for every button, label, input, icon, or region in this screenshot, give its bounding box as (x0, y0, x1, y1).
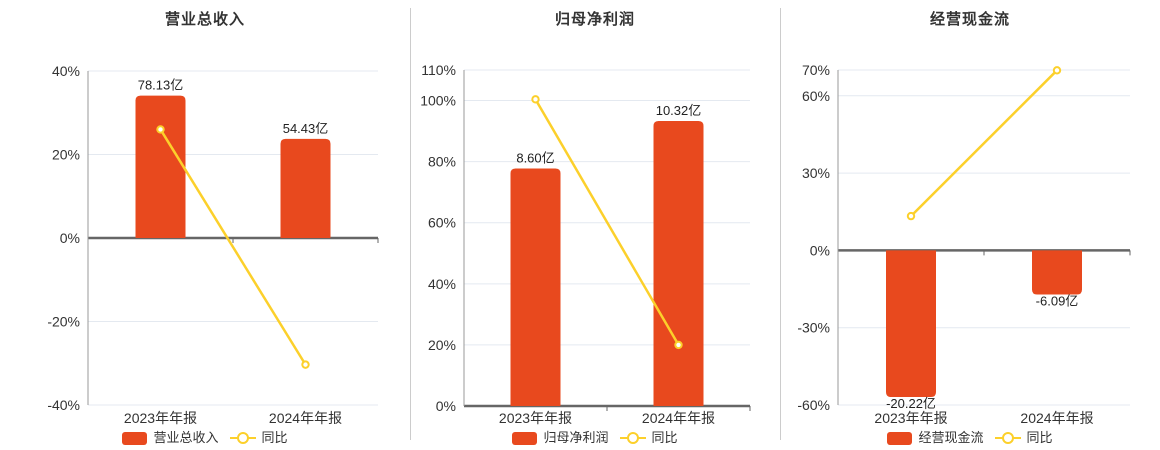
yoy-trend-point (156, 125, 165, 134)
yoy-trend-point (674, 340, 683, 350)
legend-item-line-series[interactable]: 同比 (994, 430, 1053, 446)
legend-label-line-series: 同比 (1026, 430, 1053, 445)
legend-label-line-series: 同比 (651, 430, 678, 445)
chart-title-net-profit: 归母净利润 (554, 11, 635, 28)
y-tick-label: 20% (428, 337, 456, 353)
y-tick-label: 40% (52, 63, 80, 79)
legend-label-bar-series: 归母净利润 (543, 430, 609, 445)
bar-value-label: 54.43亿 (283, 121, 329, 136)
operating-cash-flow-chart: 70% 60% 30% 0% -30% -60% -20.22亿 -6.09亿 2023年年报 2… (797, 62, 1131, 426)
legend-net-profit: 归母净利润 同比 (410, 430, 780, 446)
y-tick-label: 0% (60, 230, 80, 246)
legend-label-bar-series: 营业总收入 (153, 430, 219, 445)
total-revenue-chart: 40% 20% 0% -20% -40% 78.13亿 54.43亿 2023年年报 2024年… (47, 63, 379, 426)
yoy-trend-point (531, 95, 540, 104)
y-tick-label: -40% (47, 397, 80, 413)
bar-value-label: 8.60亿 (516, 151, 554, 166)
panel-total-revenue: 营业总收入 40% 20% 0% -20% -40% 78.13亿 54.43亿 2023年年… (0, 0, 410, 450)
line-marker-icon (1001, 432, 1014, 444)
y-tick-label: 100% (420, 93, 456, 109)
yoy-trend-line (159, 128, 307, 366)
yoy-trend-line (534, 98, 680, 346)
line-series-icon (229, 432, 256, 444)
line-marker-icon (236, 432, 249, 444)
x-axis-label: 2023年年报 (874, 410, 947, 426)
legend-item-line-series[interactable]: 同比 (619, 430, 678, 446)
legend-total-revenue: 营业总收入 同比 (0, 430, 410, 446)
y-tick-label: 70% (802, 62, 830, 78)
yoy-trend-point (1052, 66, 1062, 75)
legend-label-bar-series: 经营现金流 (918, 430, 984, 445)
x-axis-label: 2024年年报 (269, 410, 342, 426)
yoy-trend-point (906, 211, 916, 221)
y-tick-label: 0% (436, 398, 456, 414)
chart-title-operating-cash-flow: 经营现金流 (929, 11, 1010, 28)
legend-item-bar-series[interactable]: 经营现金流 (887, 430, 984, 446)
y-tick-label: -60% (797, 397, 830, 413)
bar-2023年年报 (135, 95, 186, 238)
panel-net-profit: 归母净利润 110% 100% 80% 60% 40% 20% 0% 8.60亿 10.32亿 2… (410, 0, 780, 450)
y-tick-label: 60% (428, 215, 456, 231)
legend-item-bar-series[interactable]: 营业总收入 (122, 430, 219, 446)
legend-item-bar-series[interactable]: 归母净利润 (512, 430, 609, 446)
legend-label-line-series: 同比 (261, 430, 288, 445)
y-tick-label: -30% (797, 320, 830, 336)
legend-operating-cash-flow: 经营现金流 同比 (780, 430, 1160, 446)
yoy-trend-point (301, 360, 310, 369)
y-tick-label: 80% (428, 154, 456, 170)
bar-series-swatch-icon (512, 431, 538, 445)
line-marker-icon (626, 432, 639, 444)
bar-2024年年报 (653, 121, 704, 406)
chart-title-total-revenue: 营业总收入 (164, 11, 245, 28)
panel-operating-cash-flow: 经营现金流 70% 60% 30% 0% -30% -60% -20.22亿 -6.09亿 20… (780, 0, 1160, 450)
bar-value-label: -20.22亿 (886, 396, 936, 411)
bar-series-swatch-icon (122, 431, 148, 445)
y-tick-label: 60% (802, 88, 830, 104)
bar-value-label: -6.09亿 (1036, 294, 1079, 309)
y-tick-label: 20% (52, 147, 80, 163)
bar-2024年年报 (1032, 250, 1082, 295)
x-axis-label: 2023年年报 (124, 410, 197, 426)
line-series-icon (619, 432, 646, 444)
bar-value-label: 10.32亿 (656, 103, 702, 118)
bar-series-swatch-icon (887, 431, 913, 445)
bar-2023年年报 (510, 168, 561, 406)
y-tick-label: -20% (47, 314, 80, 330)
bar-2023年年报 (886, 250, 936, 398)
x-axis-label: 2024年年报 (1020, 410, 1093, 426)
x-axis-label: 2023年年报 (499, 410, 572, 426)
y-tick-label: 30% (802, 165, 830, 181)
y-tick-label: 0% (810, 242, 830, 258)
bar-value-label: 78.13亿 (138, 78, 184, 93)
y-tick-label: 110% (421, 62, 456, 78)
y-tick-label: 40% (428, 276, 456, 292)
yoy-trend-line (910, 69, 1058, 217)
bar-2024年年报 (280, 138, 331, 238)
line-series-icon (994, 432, 1021, 444)
net-profit-chart: 110% 100% 80% 60% 40% 20% 0% 8.60亿 10.32亿 2023年年报… (420, 62, 751, 426)
legend-item-line-series[interactable]: 同比 (229, 430, 288, 446)
x-axis-label: 2024年年报 (642, 410, 715, 426)
